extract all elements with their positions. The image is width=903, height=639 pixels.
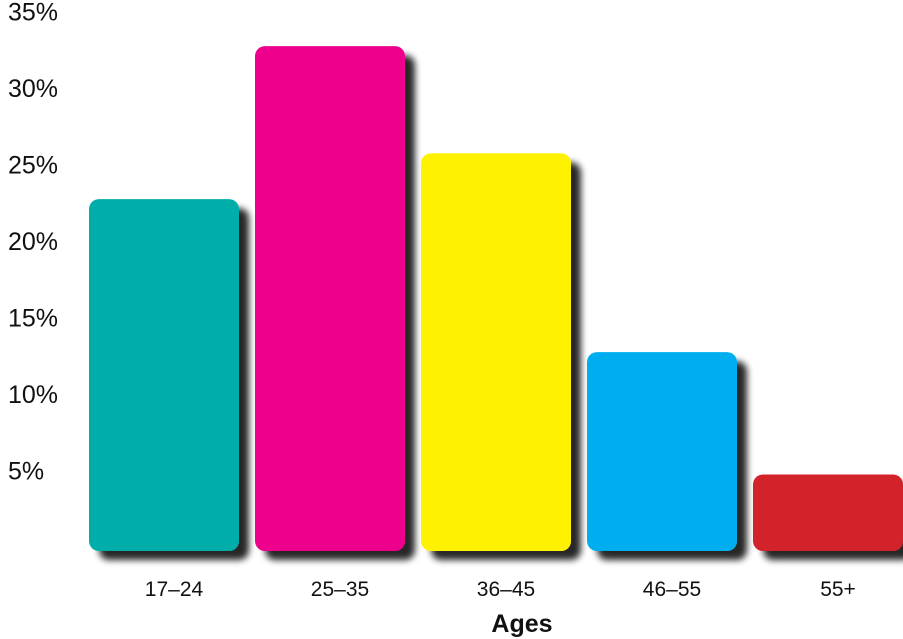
bar [753, 474, 903, 551]
y-axis-ticks: 5% 10% 15% 20% 25% 30% 35% [8, 0, 58, 486]
x-axis-ticks: 17–24 25–35 36–45 46–55 55+ [145, 578, 856, 601]
x-tick-label: 36–45 [477, 578, 535, 601]
bar [587, 352, 737, 551]
y-tick-label: 25% [8, 152, 58, 180]
x-tick-label: 46–55 [643, 578, 701, 601]
bars [89, 46, 903, 551]
x-tick-label: 25–35 [311, 578, 369, 601]
bar [255, 46, 405, 551]
bar [89, 199, 239, 551]
y-tick-label: 15% [8, 305, 58, 333]
y-tick-label: 10% [8, 381, 58, 409]
y-tick-label: 30% [8, 75, 58, 103]
y-tick-label: 20% [8, 228, 58, 256]
x-axis-title: Ages [491, 610, 552, 638]
y-tick-label: 5% [8, 458, 44, 486]
x-tick-label: 17–24 [145, 578, 204, 601]
x-tick-label: 55+ [820, 578, 856, 601]
y-tick-label: 35% [8, 0, 58, 27]
bar [421, 153, 571, 551]
